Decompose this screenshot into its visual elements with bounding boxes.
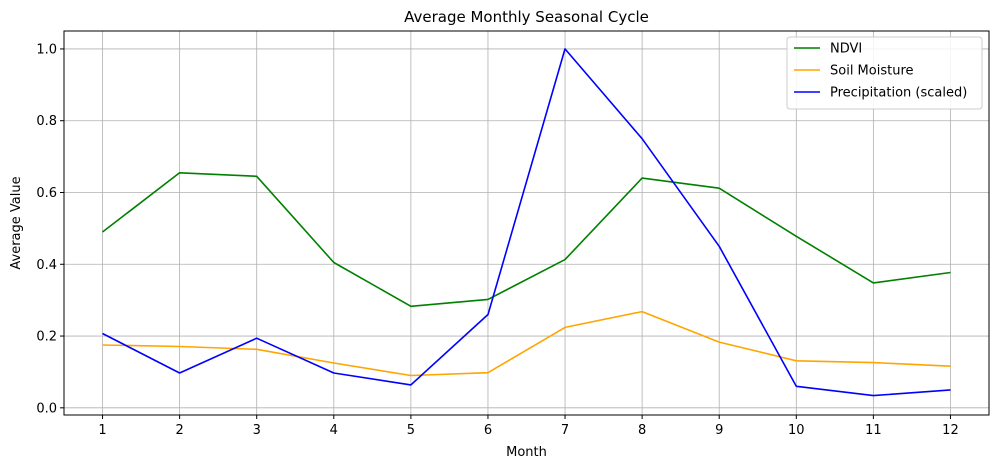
y-tick-label: 0.0 (36, 401, 57, 416)
x-axis-label: Month (506, 445, 547, 460)
x-tick-label: 2 (175, 423, 183, 438)
legend-label: NDVI (830, 42, 862, 57)
x-tick-label: 5 (407, 423, 415, 438)
series-lines (102, 48, 951, 397)
y-tick-label: 0.8 (36, 114, 57, 129)
y-tick-label: 0.4 (36, 258, 57, 273)
x-tick-label: 3 (253, 423, 261, 438)
legend: NDVI Soil Moisture Precipitation (scaled) (786, 36, 983, 110)
x-tick-label: 6 (484, 423, 492, 438)
x-tick-label: 7 (561, 423, 569, 438)
series-line-ndvi (102, 172, 951, 308)
x-tick-label: 4 (330, 423, 338, 438)
x-tick-label: 9 (715, 423, 723, 438)
x-tick-label: 8 (638, 423, 646, 438)
legend-label: Soil Moisture (830, 64, 914, 79)
x-tick-label: 10 (788, 423, 805, 438)
y-tick-label: 0.6 (36, 186, 57, 201)
y-tick-label: 1.0 (36, 42, 57, 57)
x-tick-label: 12 (942, 423, 959, 438)
legend-box (786, 36, 983, 110)
ticks: 1 2 3 4 5 6 7 8 9 10 11 120.00.20.40.60.81.0 (36, 42, 958, 438)
y-tick-label: 0.2 (36, 330, 57, 345)
x-tick-label: 11 (865, 423, 882, 438)
x-tick-label: 1 (98, 423, 106, 438)
chart-title: Average Monthly Seasonal Cycle (404, 8, 649, 26)
series-line-soil-moisture (102, 310, 951, 377)
legend-label: Precipitation (scaled) (830, 86, 967, 101)
series-line-precipitation-scaled (102, 48, 951, 397)
y-axis-label: Average Value (9, 176, 24, 269)
plot-frame (63, 30, 990, 416)
